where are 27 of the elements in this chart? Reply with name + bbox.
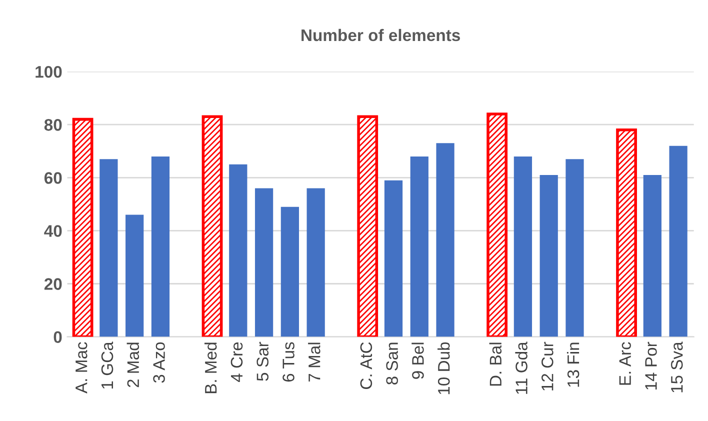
x-tick-label: B. Med: [204, 342, 217, 394]
x-tick-label: 8 San: [386, 342, 398, 384]
x-tick-label: E. Arc: [619, 342, 631, 385]
x-tick-label: 3 Azo: [153, 342, 165, 383]
x-tick-label: D. Bal: [489, 342, 502, 386]
x-tick-label: 15 Sva: [670, 342, 683, 392]
y-tick-label: 20: [44, 278, 62, 290]
x-tick-label: 5 Sar: [256, 342, 269, 381]
x-tick-label: C. AtC: [360, 342, 372, 389]
y-tick-label: 60: [44, 172, 62, 184]
x-tick-label: 11 Gda: [515, 342, 528, 394]
x-tick-label: 13 Fin: [566, 342, 580, 387]
y-tick-label: 40: [44, 225, 62, 237]
x-tick-label: 6 Tus: [282, 342, 294, 382]
y-tick-label: 0: [54, 331, 62, 344]
x-tick-label: 12 Cur: [542, 342, 554, 390]
x-tick-label: 2 Mad: [126, 342, 140, 388]
y-tick-label: 80: [44, 119, 62, 131]
x-tick-label: 9 Bel: [412, 342, 424, 379]
x-tick-label: A. Mac: [76, 342, 88, 394]
x-tick-label: 4 Cre: [230, 342, 243, 382]
x-tick-label: 14 Por: [645, 342, 657, 390]
x-tick-label: 1 GCa: [101, 342, 114, 389]
chart-title: Number of elements: [302, 28, 460, 42]
y-tick-label: 100: [36, 66, 62, 78]
x-tick-label: 10 Dub: [438, 342, 450, 394]
x-tick-label: 7 Mal: [308, 342, 320, 382]
